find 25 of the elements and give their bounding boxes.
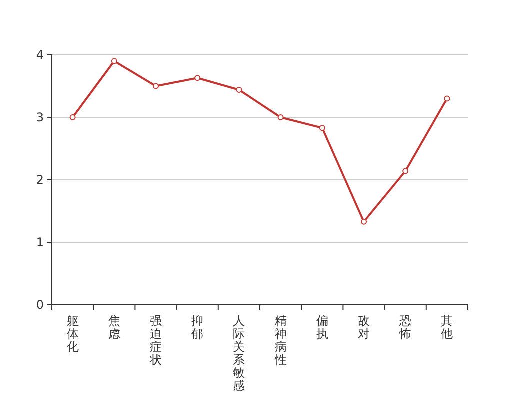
y-tick-label: 0 xyxy=(36,298,44,312)
point xyxy=(278,114,284,120)
point xyxy=(402,168,409,174)
point xyxy=(70,114,76,120)
point xyxy=(236,87,242,93)
x-tick-label: 强迫症状 xyxy=(149,314,162,367)
point xyxy=(444,96,450,102)
x-tick-label: 人际关系敏感 xyxy=(233,314,246,393)
y-tick-label: 2 xyxy=(36,173,44,187)
y-tick-label: 4 xyxy=(36,48,44,62)
x-tick-label: 精神病性 xyxy=(274,314,287,367)
point xyxy=(194,75,201,82)
y-tick-label: 3 xyxy=(36,110,44,124)
point xyxy=(319,125,326,132)
x-tick-label: 偏执 xyxy=(316,314,328,341)
x-tick-label: 抑郁 xyxy=(192,314,204,341)
x-tick-label: 恐怖 xyxy=(398,314,412,341)
x-tick-label: 其他 xyxy=(441,314,454,341)
x-tick-label: 躯体化 xyxy=(66,314,79,354)
point xyxy=(361,218,367,225)
x-tick-label: 敌对 xyxy=(358,314,370,341)
point xyxy=(153,83,159,90)
x-tick-label: 焦虑 xyxy=(108,314,120,341)
point xyxy=(111,58,118,64)
y-tick-label: 1 xyxy=(36,236,44,250)
